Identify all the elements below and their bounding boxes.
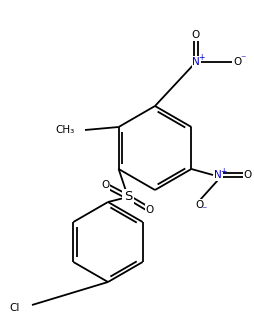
- Text: CH₃: CH₃: [56, 125, 75, 135]
- Text: O: O: [233, 57, 241, 67]
- Text: O: O: [101, 180, 109, 190]
- Text: ⁻: ⁻: [240, 54, 246, 64]
- Text: +: +: [198, 54, 204, 63]
- Text: +: +: [220, 167, 226, 176]
- Text: Cl: Cl: [10, 303, 20, 313]
- Text: S: S: [124, 190, 132, 204]
- Text: ⁻: ⁻: [201, 205, 207, 215]
- Text: O: O: [146, 205, 154, 215]
- Text: N: N: [192, 57, 200, 67]
- Text: N: N: [214, 170, 222, 180]
- Text: O: O: [196, 200, 204, 210]
- Text: O: O: [244, 170, 252, 180]
- Text: O: O: [192, 30, 200, 40]
